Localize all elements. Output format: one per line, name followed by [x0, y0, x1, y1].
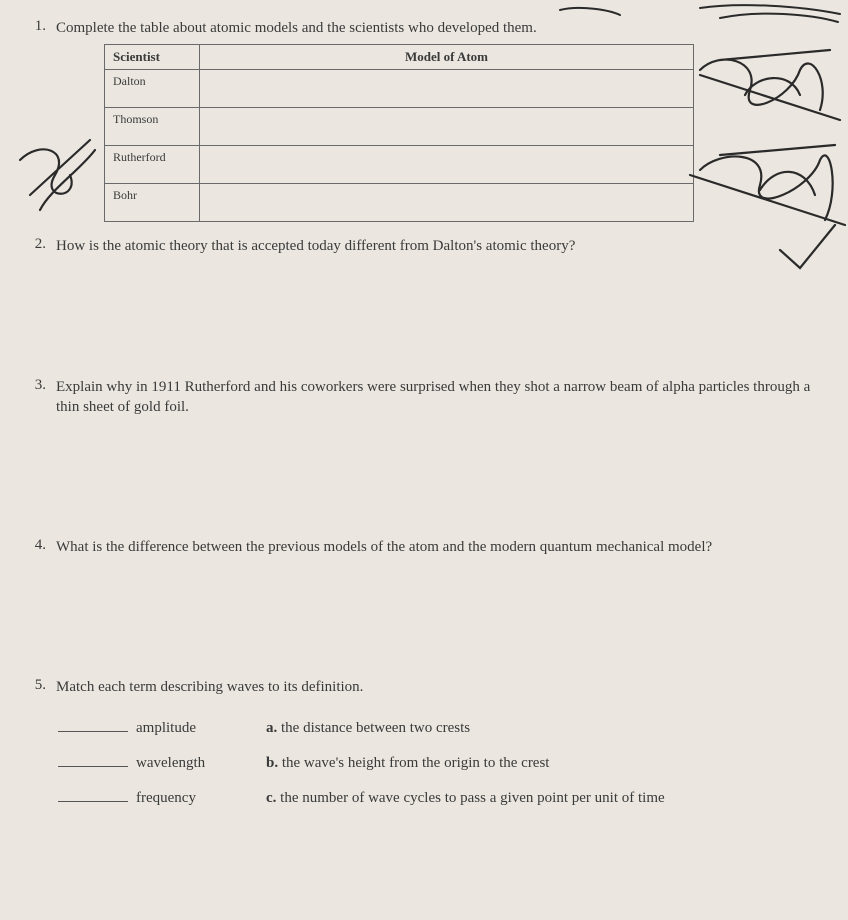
- answer-blank[interactable]: [58, 801, 128, 802]
- table-row: Rutherford: [105, 146, 694, 184]
- table-row: Thomson: [105, 108, 694, 146]
- choice-letter: c.: [266, 790, 276, 806]
- match-term: wavelength: [136, 755, 266, 772]
- choice-text: the distance between two crests: [281, 720, 470, 736]
- question-4: 4. What is the difference between the pr…: [24, 537, 820, 667]
- q1-number: 1.: [24, 18, 46, 35]
- question-5: 5. Match each term describing waves to i…: [24, 677, 820, 806]
- table-header-scientist: Scientist: [105, 45, 200, 70]
- cell-scientist: Rutherford: [105, 146, 200, 184]
- q1-text: Complete the table about atomic models a…: [56, 18, 820, 38]
- q2-text: How is the atomic theory that is accepte…: [56, 236, 820, 256]
- choice-text: the number of wave cycles to pass a give…: [280, 790, 664, 806]
- answer-space[interactable]: [24, 257, 820, 367]
- question-1: 1. Complete the table about atomic model…: [24, 18, 820, 222]
- cell-scientist: Bohr: [105, 184, 200, 222]
- cell-model[interactable]: [200, 70, 694, 108]
- cell-scientist: Thomson: [105, 108, 200, 146]
- choice-letter: b.: [266, 755, 278, 771]
- matching-list: amplitude a. the distance between two cr…: [58, 720, 820, 807]
- q3-number: 3.: [24, 377, 46, 394]
- match-definition: b. the wave's height from the origin to …: [266, 755, 820, 772]
- match-term: amplitude: [136, 720, 266, 737]
- answer-space[interactable]: [24, 417, 820, 527]
- cell-model[interactable]: [200, 108, 694, 146]
- answer-blank[interactable]: [58, 731, 128, 732]
- q5-text: Match each term describing waves to its …: [56, 677, 820, 697]
- q4-number: 4.: [24, 537, 46, 554]
- q5-number: 5.: [24, 677, 46, 694]
- cell-model[interactable]: [200, 184, 694, 222]
- atomic-models-table: Scientist Model of Atom Dalton Thomson R…: [104, 44, 694, 222]
- question-2: 2. How is the atomic theory that is acce…: [24, 236, 820, 366]
- choice-letter: a.: [266, 720, 277, 736]
- choice-text: the wave's height from the origin to the…: [282, 755, 550, 771]
- table-row: Dalton: [105, 70, 694, 108]
- cell-model[interactable]: [200, 146, 694, 184]
- cell-scientist: Dalton: [105, 70, 200, 108]
- answer-blank[interactable]: [58, 766, 128, 767]
- match-row: wavelength b. the wave's height from the…: [58, 755, 820, 772]
- match-row: frequency c. the number of wave cycles t…: [58, 790, 820, 807]
- match-definition: c. the number of wave cycles to pass a g…: [266, 790, 820, 807]
- match-row: amplitude a. the distance between two cr…: [58, 720, 820, 737]
- question-3: 3. Explain why in 1911 Rutherford and hi…: [24, 377, 820, 528]
- q4-text: What is the difference between the previ…: [56, 537, 820, 557]
- answer-space[interactable]: [24, 557, 820, 667]
- table-row: Bohr: [105, 184, 694, 222]
- q2-number: 2.: [24, 236, 46, 253]
- match-term: frequency: [136, 790, 266, 807]
- match-definition: a. the distance between two crests: [266, 720, 820, 737]
- q3-text: Explain why in 1911 Rutherford and his c…: [56, 377, 820, 418]
- table-header-model: Model of Atom: [200, 45, 694, 70]
